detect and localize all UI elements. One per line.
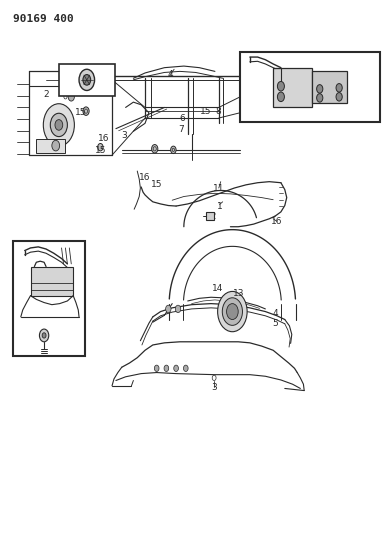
Circle shape (278, 92, 284, 102)
Circle shape (83, 75, 91, 85)
Text: 14: 14 (212, 284, 224, 293)
Text: 15: 15 (95, 147, 106, 156)
Circle shape (43, 104, 74, 146)
Text: 1: 1 (300, 70, 306, 79)
Circle shape (154, 365, 159, 372)
Text: 15: 15 (151, 180, 162, 189)
Circle shape (98, 143, 103, 151)
Text: 16: 16 (138, 173, 150, 182)
Circle shape (317, 85, 323, 93)
Text: 7: 7 (178, 125, 184, 134)
Circle shape (52, 140, 59, 151)
Bar (59, 64, 115, 96)
Text: 2: 2 (43, 90, 49, 99)
Text: 10: 10 (297, 99, 309, 108)
Circle shape (55, 119, 63, 130)
Text: 16: 16 (271, 217, 283, 226)
Text: 90169 400: 90169 400 (13, 13, 74, 23)
Text: 15: 15 (199, 107, 211, 116)
Text: 4: 4 (167, 70, 173, 79)
Text: 3: 3 (211, 383, 217, 392)
Text: 6: 6 (179, 114, 185, 123)
Circle shape (50, 114, 67, 136)
Text: 15: 15 (47, 292, 59, 301)
Circle shape (222, 298, 242, 325)
Circle shape (174, 365, 178, 372)
Bar (240, 52, 380, 122)
Circle shape (278, 82, 284, 91)
Text: 8: 8 (270, 92, 276, 101)
Circle shape (152, 144, 158, 153)
Circle shape (226, 304, 238, 319)
Text: 13: 13 (233, 288, 244, 297)
Circle shape (170, 146, 176, 154)
Text: 1: 1 (217, 201, 222, 211)
Text: 3: 3 (121, 131, 127, 140)
Circle shape (39, 329, 49, 342)
Text: 16: 16 (98, 134, 109, 143)
Bar (273, 68, 312, 108)
Circle shape (42, 333, 46, 338)
Circle shape (336, 93, 342, 101)
Circle shape (336, 84, 342, 92)
Circle shape (79, 69, 95, 91)
Circle shape (183, 365, 188, 372)
Circle shape (164, 365, 169, 372)
Circle shape (83, 107, 89, 115)
Text: 1: 1 (27, 257, 32, 265)
Text: 16: 16 (46, 341, 57, 350)
Bar (312, 71, 347, 103)
Bar (206, 213, 214, 220)
Bar (30, 266, 73, 296)
Text: 11: 11 (213, 183, 224, 192)
Circle shape (68, 93, 74, 101)
Text: 15: 15 (75, 108, 87, 117)
Text: 12: 12 (206, 212, 217, 221)
Text: 4: 4 (272, 309, 278, 318)
Text: 8: 8 (215, 107, 221, 116)
Circle shape (317, 94, 323, 102)
Circle shape (175, 305, 181, 313)
Bar (13, 241, 85, 356)
Bar (36, 139, 65, 152)
Circle shape (166, 305, 171, 313)
Circle shape (218, 292, 247, 332)
Text: 5: 5 (272, 319, 278, 328)
